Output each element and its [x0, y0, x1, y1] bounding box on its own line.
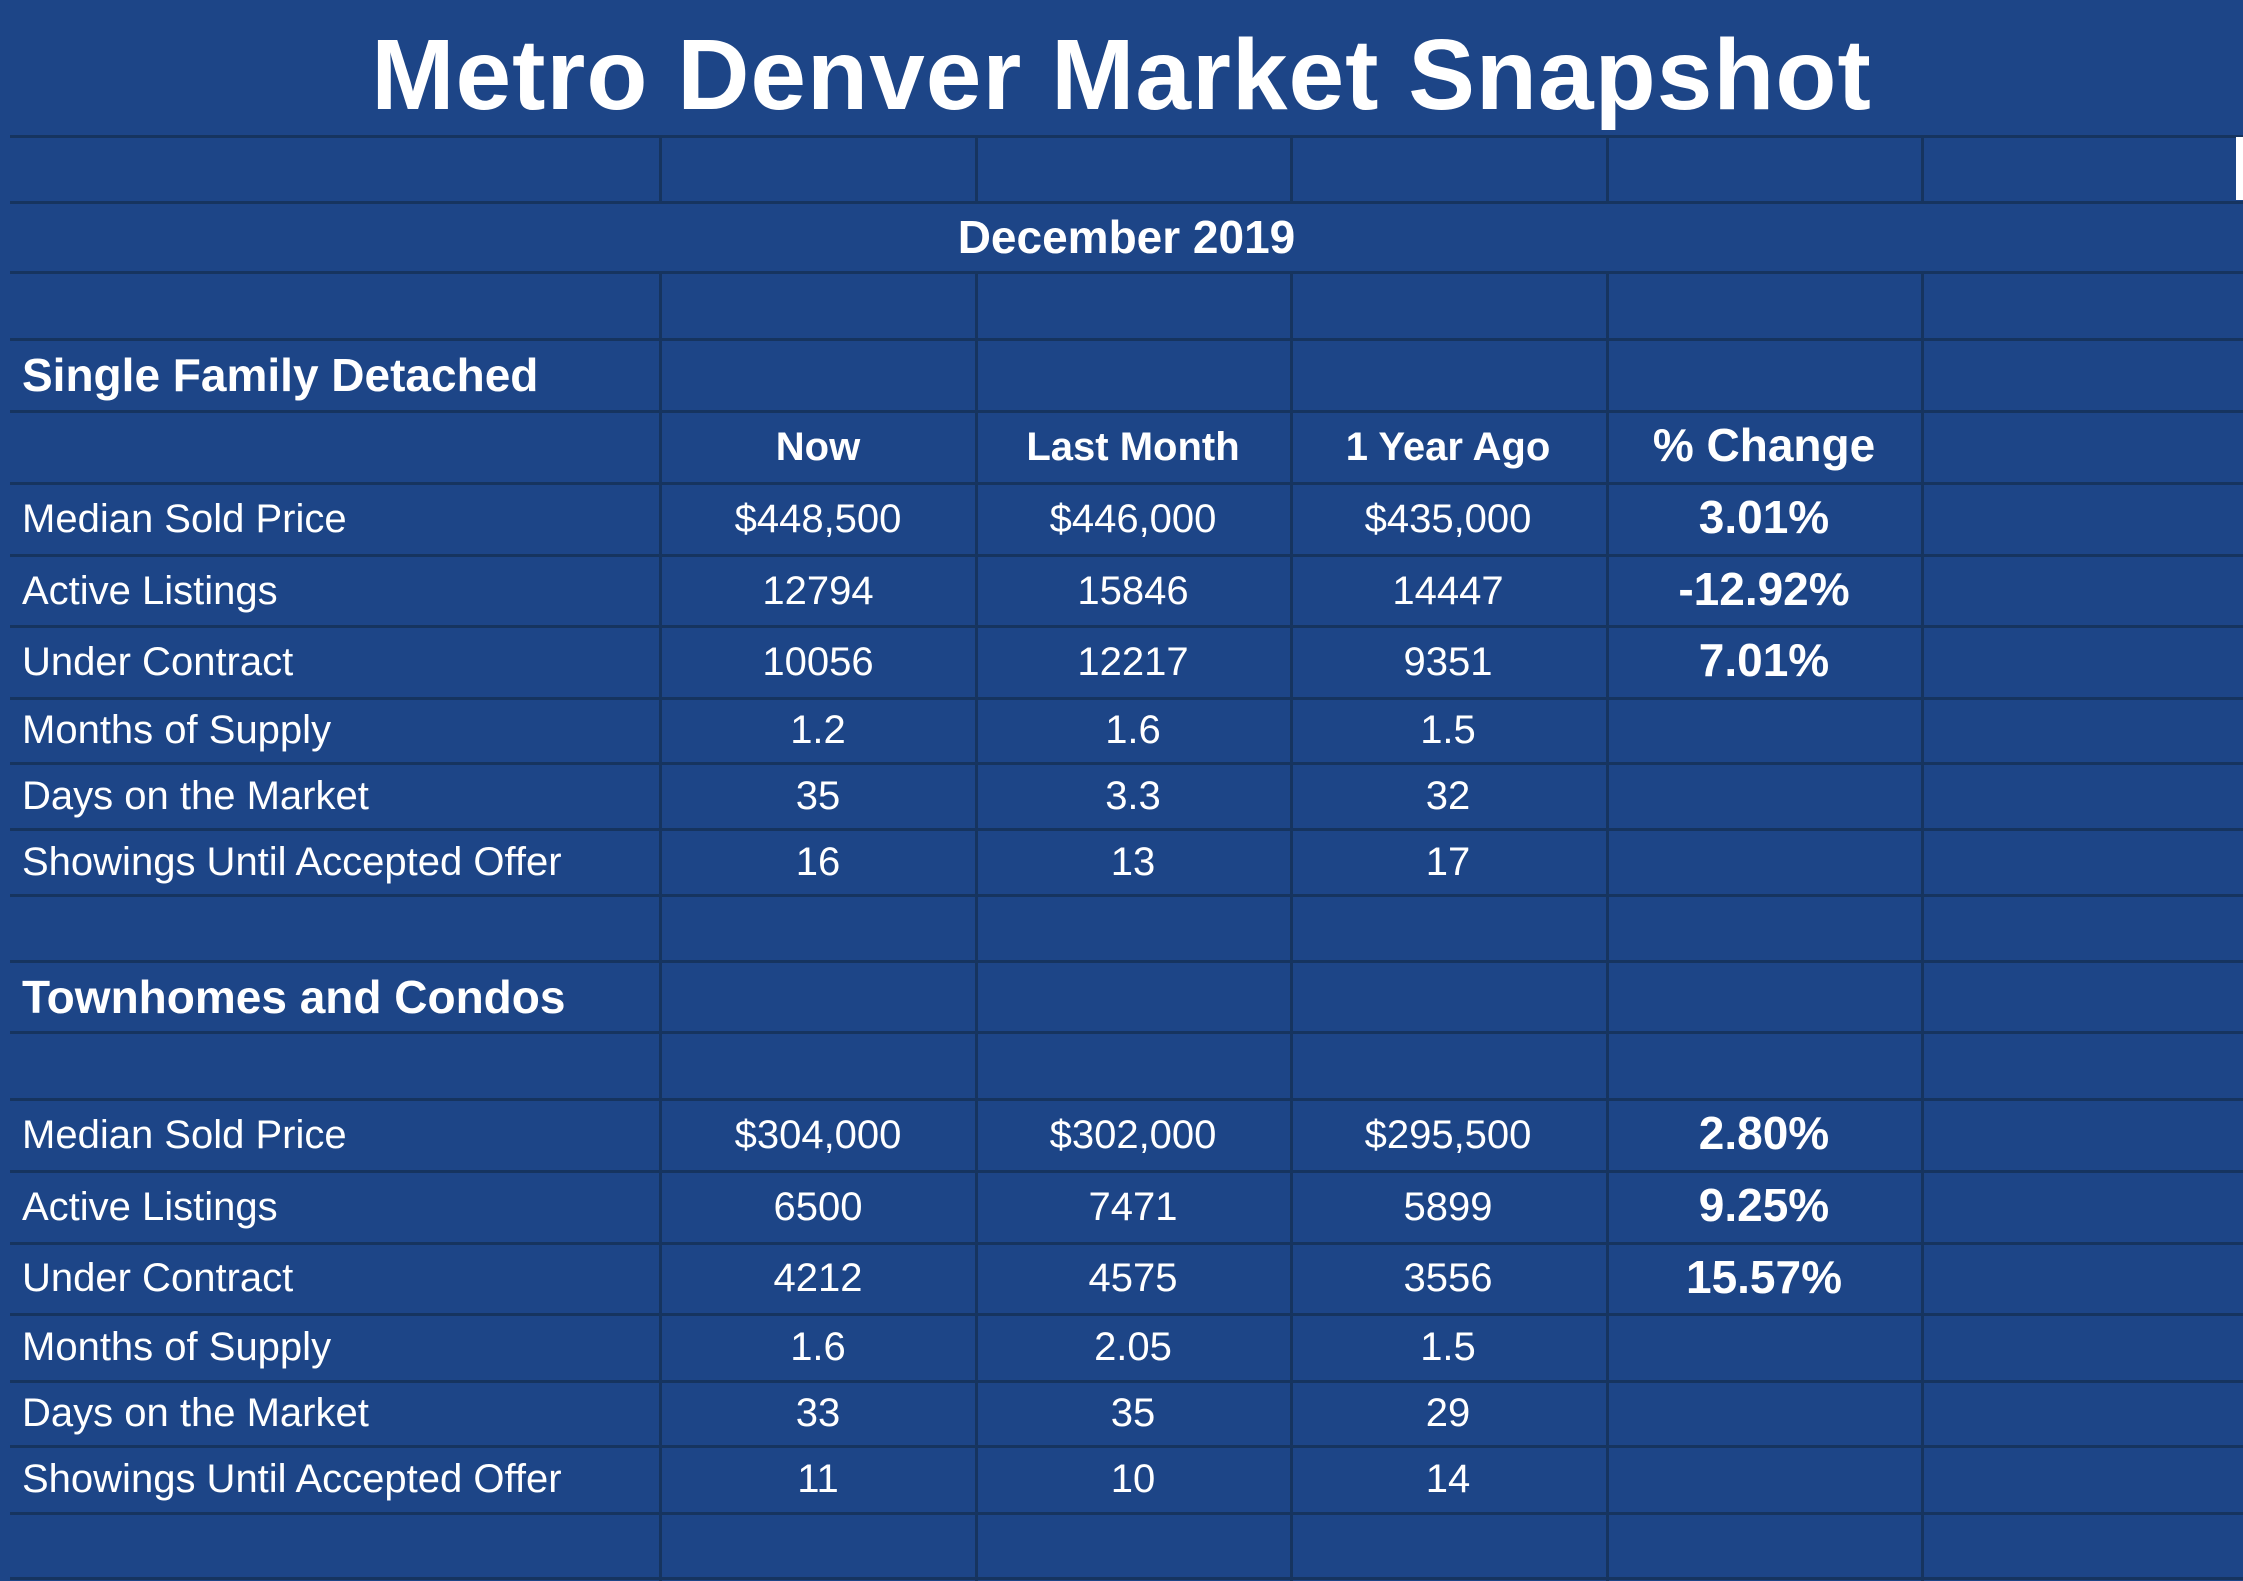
value-year-ago: $435,000	[1364, 496, 1532, 541]
value-pct-change: 7.01%	[1698, 634, 1830, 686]
value-last-month: 2.05	[1094, 1325, 1172, 1369]
row-divider	[10, 894, 2243, 897]
row-divider	[10, 828, 2243, 831]
row-divider	[10, 762, 2243, 765]
value-now: 16	[795, 839, 841, 884]
row-divider	[10, 271, 2243, 274]
row-divider	[10, 1380, 2243, 1383]
row-divider	[10, 554, 2243, 557]
row-divider	[10, 1577, 2243, 1580]
page-title: Metro Denver Market Snapshot	[371, 19, 1872, 131]
column-divider	[1606, 137, 1609, 203]
value-now: 1.6	[790, 1325, 846, 1369]
value-last-month: $302,000	[1049, 1112, 1217, 1157]
column-header-last-month: Last Month	[1026, 424, 1240, 469]
value-year-ago: $295,500	[1364, 1112, 1532, 1157]
value-year-ago: 32	[1425, 773, 1471, 818]
value-year-ago: 1.5	[1420, 1325, 1476, 1369]
row-divider	[10, 201, 2243, 204]
value-now: 1.2	[790, 708, 846, 752]
row-divider	[10, 1445, 2243, 1448]
column-divider	[1921, 137, 1924, 203]
column-header-year-ago: 1 Year Ago	[1345, 424, 1551, 469]
value-year-ago: 14	[1425, 1457, 1471, 1501]
row-divider	[10, 960, 2243, 963]
value-last-month: 15846	[1077, 568, 1189, 613]
section-title-townhomes-condos: Townhomes and Condos	[22, 970, 566, 1023]
value-now: 6500	[773, 1184, 863, 1229]
value-last-month: 3.3	[1105, 773, 1161, 818]
value-pct-change: -12.92%	[1678, 563, 1850, 615]
row-label: Days on the Market	[22, 1391, 369, 1435]
row-label: Showings Until Accepted Offer	[22, 1457, 562, 1501]
column-divider	[975, 137, 978, 203]
value-now: 4212	[773, 1256, 863, 1300]
row-label: Days on the Market	[22, 773, 369, 818]
sheet-edge	[2236, 137, 2243, 200]
value-last-month: 1.6	[1105, 708, 1161, 752]
value-last-month: 4575	[1088, 1256, 1178, 1300]
column-divider	[1606, 273, 1609, 1581]
value-last-month: $446,000	[1049, 496, 1217, 541]
row-label: Months of Supply	[22, 708, 332, 752]
value-last-month: 12217	[1077, 639, 1189, 684]
value-last-month: 13	[1110, 839, 1156, 884]
value-year-ago: 14447	[1392, 568, 1504, 613]
row-divider	[10, 135, 2243, 138]
value-pct-change: 15.57%	[1685, 1250, 1842, 1303]
row-label: Under Contract	[22, 1256, 294, 1300]
value-pct-change: 2.80%	[1698, 1107, 1830, 1159]
column-header-now: Now	[775, 424, 861, 469]
value-year-ago: 5899	[1403, 1184, 1493, 1229]
value-year-ago: 9351	[1403, 639, 1493, 684]
row-divider	[10, 1242, 2243, 1245]
column-divider	[1921, 273, 1924, 1581]
value-now: 33	[795, 1391, 841, 1435]
column-divider	[659, 137, 662, 203]
value-now: $304,000	[734, 1112, 902, 1157]
row-label: Under Contract	[22, 639, 294, 684]
row-divider	[10, 1170, 2243, 1173]
row-label: Median Sold Price	[22, 496, 347, 541]
column-divider	[975, 273, 978, 1581]
value-pct-change: 3.01%	[1698, 491, 1830, 543]
value-now: 11	[797, 1457, 839, 1501]
column-header-pct-change: % Change	[1652, 419, 1876, 471]
row-label: Active Listings	[22, 568, 278, 613]
column-divider	[1290, 273, 1293, 1581]
row-divider	[10, 697, 2243, 700]
value-last-month: 10	[1110, 1457, 1156, 1501]
row-label: Active Listings	[22, 1184, 278, 1229]
row-label: Months of Supply	[22, 1325, 332, 1369]
row-divider	[10, 410, 2243, 413]
value-last-month: 35	[1110, 1391, 1156, 1435]
row-divider	[10, 482, 2243, 485]
row-divider	[10, 1313, 2243, 1316]
value-last-month: 7471	[1088, 1184, 1178, 1229]
value-pct-change: 9.25%	[1698, 1179, 1830, 1231]
row-divider	[10, 625, 2243, 628]
value-year-ago: 17	[1425, 839, 1471, 884]
section-title-single-family: Single Family Detached	[22, 349, 539, 401]
column-divider	[659, 273, 662, 1581]
value-now: 12794	[762, 568, 874, 613]
row-divider	[10, 1512, 2243, 1515]
value-year-ago: 29	[1425, 1391, 1471, 1435]
value-now: 35	[795, 773, 841, 818]
row-label: Showings Until Accepted Offer	[22, 839, 562, 884]
value-year-ago: 1.5	[1420, 708, 1476, 752]
row-divider	[10, 338, 2243, 341]
value-now: $448,500	[734, 496, 902, 541]
value-year-ago: 3556	[1403, 1256, 1493, 1300]
report-period: December 2019	[957, 211, 1296, 263]
row-divider	[10, 1031, 2243, 1034]
row-label: Median Sold Price	[22, 1112, 347, 1157]
column-divider	[1290, 137, 1293, 203]
value-now: 10056	[762, 639, 874, 684]
row-divider	[10, 1098, 2243, 1101]
